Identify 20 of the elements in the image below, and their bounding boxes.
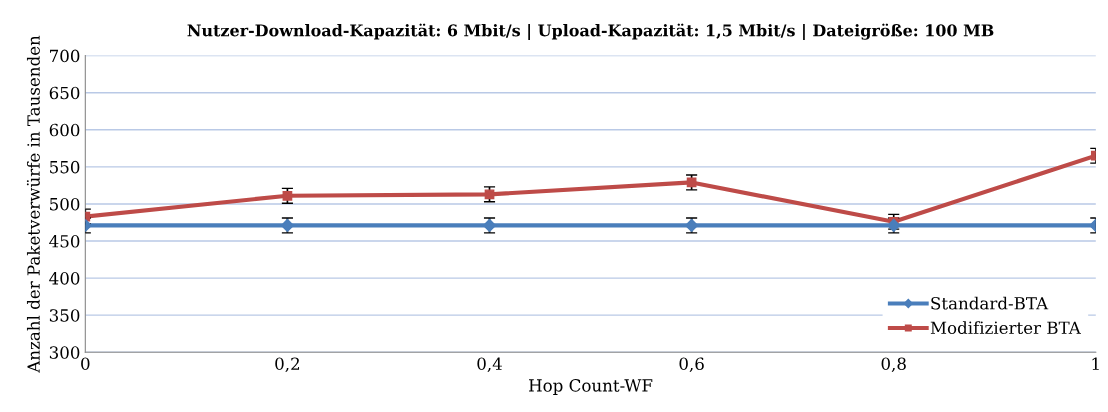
chart-title: Nutzer-Download-Kapazität: 6 Mbit/s | Upload-Kapazität: 1,5 Mbit/s | Dateigröße: 100 MB — [187, 23, 994, 40]
y-tick-label: 450 — [49, 234, 80, 248]
x-tick-label: 0,4 — [477, 357, 502, 373]
y-axis-title: Anzahl der Paketverwürfe in Tausenden — [26, 35, 40, 373]
y-tick-label: 300 — [49, 346, 80, 359]
y-tick-label: 650 — [49, 86, 80, 100]
y-tick-label: 350 — [49, 309, 80, 322]
x-tick-label: 0,8 — [881, 357, 906, 373]
y-tick-label: 700 — [50, 49, 80, 63]
y-tick-label: 500 — [50, 197, 80, 211]
y-tick-label: 550 — [50, 160, 80, 174]
y-tick-label: 400 — [49, 272, 80, 285]
legend-label: Modifizierter BTA — [930, 321, 1081, 335]
x-tick-label: 0,2 — [275, 357, 300, 373]
x-axis-title: Hop Count-WF — [529, 379, 653, 395]
legend-label: Standard-BTA — [931, 296, 1049, 310]
x-tick-label: 0 — [81, 357, 90, 371]
x-tick-label: 1 — [1092, 357, 1099, 370]
x-tick-label: 0,6 — [679, 357, 704, 373]
y-tick-label: 600 — [49, 123, 80, 137]
